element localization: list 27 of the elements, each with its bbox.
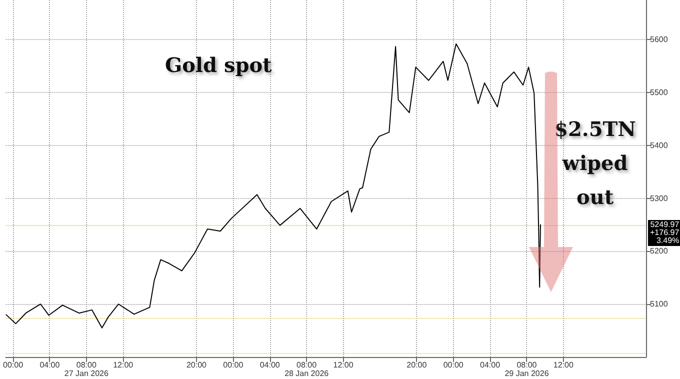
- x-tick-label: 00:00: [2, 360, 24, 370]
- text: Gold spot: [165, 53, 273, 77]
- y-tick-label: 5600: [650, 35, 668, 44]
- x-tick-label: 08:00: [296, 360, 318, 370]
- y-tick-label: 5400: [650, 140, 668, 150]
- x-tick-label: 08:00: [76, 360, 97, 370]
- text: 29 Jan 2026: [504, 369, 549, 378]
- x-tick-label: 04:00: [260, 360, 280, 370]
- annotation: $2.5TN wiped out: [553, 116, 637, 211]
- x-tick-label: 20:00: [186, 360, 208, 370]
- line-series: [6, 43, 541, 328]
- text: 27 Jan 2026: [64, 369, 108, 378]
- x-tick-label: 12:00: [333, 360, 354, 370]
- x-tick-label: 00:00: [223, 360, 244, 370]
- x-tick-label: 04:00: [40, 360, 60, 370]
- x-tick-label: 20:00: [406, 360, 428, 370]
- y-tick-label: 5300: [650, 194, 668, 203]
- y-tick-label: 5500: [650, 88, 668, 98]
- y-tick-label: 5100: [650, 300, 668, 309]
- x-tick-label: 12:00: [113, 360, 134, 370]
- ref-line-label: 5249.97 +176.97 3.49%: [648, 220, 680, 246]
- x-tick-label: 00:00: [443, 360, 464, 370]
- x-tick-label: 12:00: [553, 360, 574, 370]
- x-tick-label: 04:00: [480, 360, 501, 370]
- y-tick-label: 5200: [650, 246, 668, 256]
- x-tick-label: 08:00: [516, 360, 538, 370]
- text: 28 Jan 2026: [284, 369, 329, 378]
